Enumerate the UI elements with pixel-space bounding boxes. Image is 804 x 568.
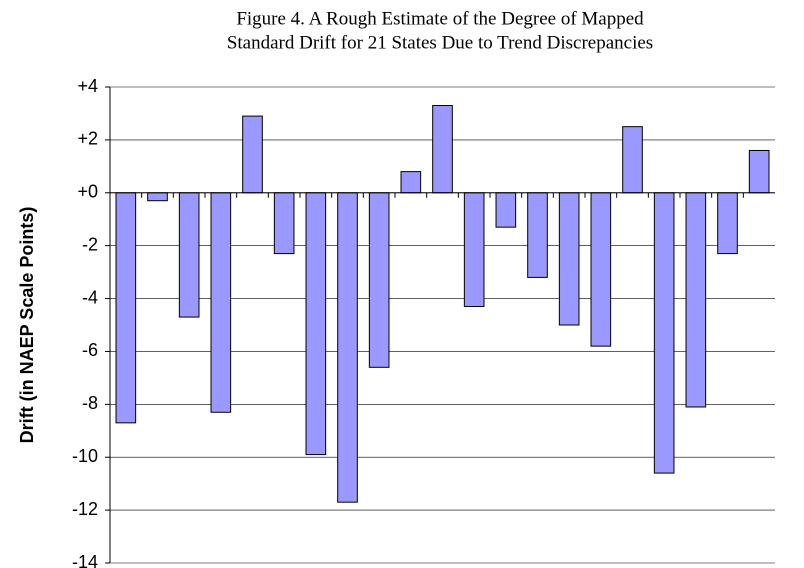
bar bbox=[147, 192, 168, 202]
y-tick-label: -2 bbox=[82, 234, 98, 254]
bar bbox=[590, 192, 612, 347]
bar bbox=[463, 192, 485, 307]
y-tick-label: +2 bbox=[77, 129, 98, 149]
bar bbox=[685, 192, 707, 408]
bar bbox=[748, 149, 770, 194]
y-axis-label: Drift (in NAEP Scale Points) bbox=[17, 207, 37, 444]
bar bbox=[400, 171, 422, 194]
chart-title: Figure 4. A Rough Estimate of the Degree… bbox=[236, 8, 644, 29]
bar bbox=[242, 115, 263, 194]
y-tick-label: -8 bbox=[82, 393, 98, 413]
bar bbox=[558, 192, 580, 326]
bar bbox=[210, 192, 232, 413]
bar bbox=[495, 192, 517, 228]
bar bbox=[115, 192, 137, 424]
y-tick-label: -12 bbox=[72, 499, 98, 519]
bar bbox=[432, 105, 453, 194]
bar bbox=[337, 192, 358, 503]
y-tick-label: -10 bbox=[72, 446, 98, 466]
bar bbox=[273, 192, 295, 255]
y-tick-label: +4 bbox=[77, 76, 98, 96]
chart-title: Standard Drift for 21 States Due to Tren… bbox=[227, 32, 653, 53]
bar bbox=[178, 192, 200, 318]
bar bbox=[527, 192, 548, 278]
y-tick-label: +0 bbox=[77, 182, 98, 202]
bar bbox=[622, 126, 643, 194]
bar bbox=[368, 192, 390, 368]
y-tick-label: -4 bbox=[82, 287, 98, 307]
bar bbox=[653, 192, 675, 474]
y-tick-label: -14 bbox=[72, 552, 98, 568]
y-tick-label: -6 bbox=[82, 340, 98, 360]
bar bbox=[305, 192, 327, 456]
bar bbox=[717, 192, 738, 255]
